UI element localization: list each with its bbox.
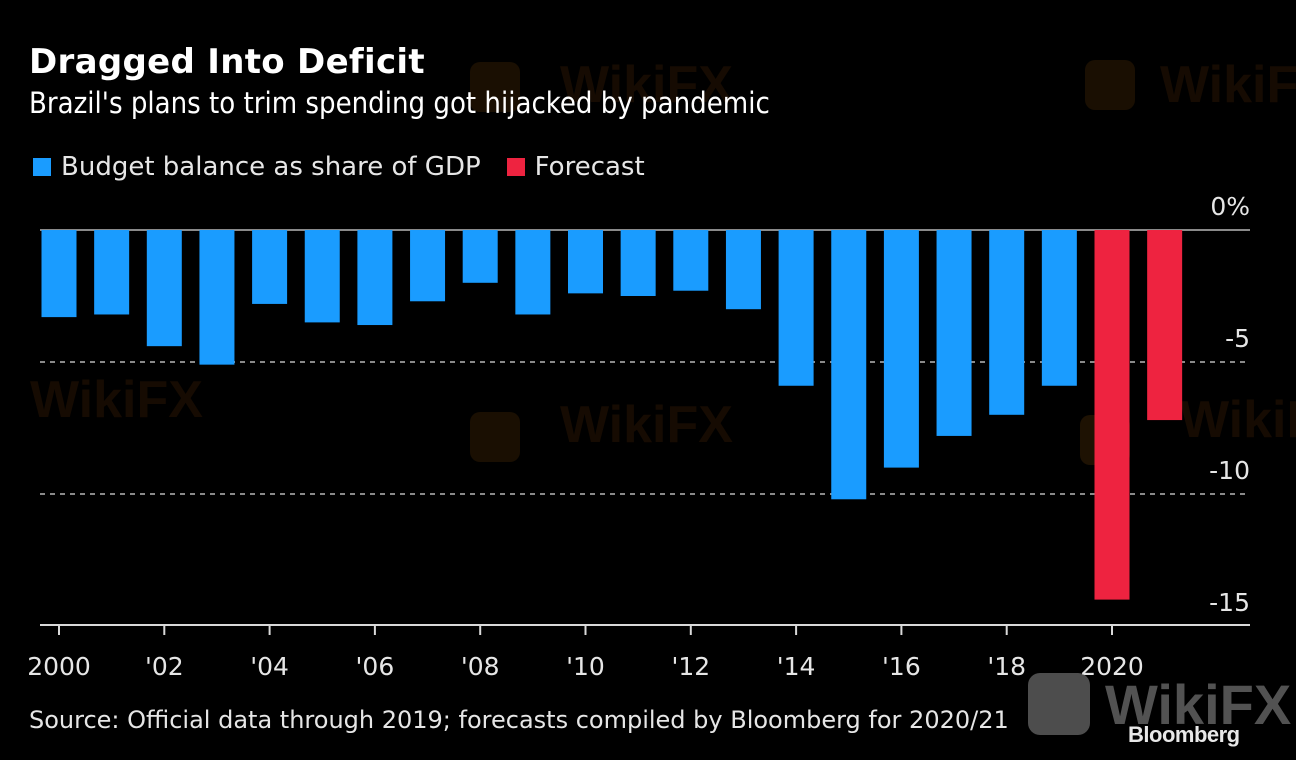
bar-actual [199, 230, 235, 365]
bar-actual [620, 230, 656, 296]
watermark-logo-icon [1085, 60, 1135, 110]
legend-label-forecast: Forecast [534, 152, 645, 182]
legend: Budget balance as share of GDP Forecast [33, 152, 671, 182]
x-tick-label: '08 [461, 652, 500, 681]
bar-actual [515, 230, 551, 315]
bar-actual [831, 230, 867, 500]
legend-item-actual: Budget balance as share of GDP [33, 152, 481, 182]
bar-actual [94, 230, 130, 315]
watermark-logo-icon [470, 62, 520, 112]
bar-actual [357, 230, 393, 326]
bar-actual [462, 230, 498, 283]
legend-label-actual: Budget balance as share of GDP [61, 152, 481, 182]
y-tick-label: -5 [1225, 324, 1250, 353]
bar-actual [778, 230, 814, 386]
bar-actual [304, 230, 340, 323]
y-tick-label: -15 [1209, 588, 1250, 617]
bloomberg-logo: Bloomberg [1128, 722, 1240, 747]
x-tick-label: '18 [987, 652, 1026, 681]
x-tick-label: '10 [566, 652, 605, 681]
legend-swatch-forecast [506, 158, 525, 176]
bar-actual [146, 230, 182, 347]
chart-title: Dragged Into Deficit [29, 42, 425, 82]
x-tick-label: 2000 [27, 652, 91, 681]
bar-forecast [1094, 230, 1130, 600]
watermark-text: WikiFX [560, 56, 733, 114]
watermark-logo-icon [470, 412, 520, 462]
bar-actual [883, 230, 919, 468]
y-tick-label: -10 [1209, 456, 1250, 485]
bar-actual [252, 230, 288, 304]
watermark-text: WikiFX [560, 396, 733, 454]
bar-actual [1041, 230, 1077, 386]
legend-item-forecast: Forecast [506, 152, 645, 182]
bar-actual [725, 230, 761, 310]
bar-actual [936, 230, 972, 436]
bar-actual [410, 230, 446, 302]
y-tick-label: 0% [1210, 192, 1250, 221]
bar-actual [673, 230, 709, 291]
watermark-text: WikiFX [30, 371, 203, 429]
x-tick-label: 2020 [1080, 652, 1144, 681]
x-tick-label: '06 [356, 652, 395, 681]
wikifx-logo-icon [1028, 673, 1090, 735]
x-tick-label: '04 [250, 652, 289, 681]
x-tick-label: '16 [882, 652, 921, 681]
watermark-text: WikiFX [1160, 56, 1296, 114]
source-note: Source: Official data through 2019; fore… [29, 706, 1009, 734]
x-tick-label: '14 [777, 652, 816, 681]
bar-actual [568, 230, 603, 294]
bar-actual [41, 230, 77, 318]
bar-forecast [1147, 230, 1183, 421]
watermark-text: WikiFX [1180, 391, 1296, 449]
x-tick-label: '02 [145, 652, 184, 681]
x-tick-label: '12 [671, 652, 710, 681]
bar-actual [989, 230, 1025, 415]
legend-swatch-actual [33, 158, 51, 176]
wikifx-watermark: WikiFX [1105, 673, 1292, 736]
chart-subtitle: Brazil's plans to trim spending got hija… [29, 86, 770, 120]
